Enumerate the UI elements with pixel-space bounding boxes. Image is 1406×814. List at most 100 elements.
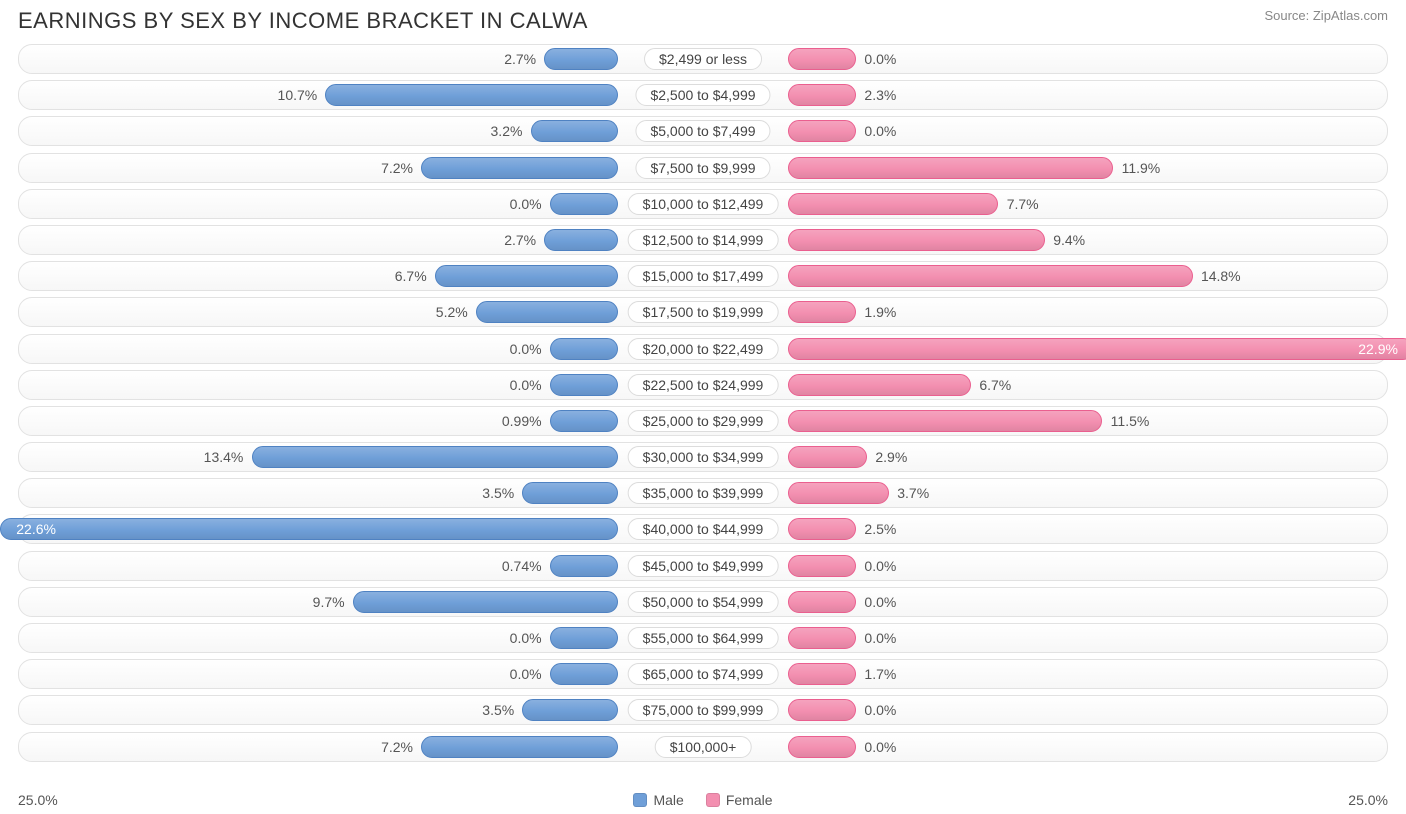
chart-row: $75,000 to $99,999 3.5% 0.0% bbox=[18, 695, 1388, 725]
male-value: 0.0% bbox=[510, 630, 542, 646]
female-value: 0.0% bbox=[864, 630, 896, 646]
male-value: 3.5% bbox=[482, 702, 514, 718]
male-bar bbox=[544, 48, 618, 70]
bracket-label: $40,000 to $44,999 bbox=[628, 518, 779, 540]
male-bar bbox=[353, 591, 618, 613]
male-value: 0.0% bbox=[510, 196, 542, 212]
male-value: 5.2% bbox=[436, 304, 468, 320]
male-value: 3.5% bbox=[482, 485, 514, 501]
bracket-label: $5,000 to $7,499 bbox=[635, 120, 770, 142]
chart-title: EARNINGS BY SEX BY INCOME BRACKET IN CAL… bbox=[18, 8, 588, 34]
male-value: 7.2% bbox=[381, 739, 413, 755]
chart-header: EARNINGS BY SEX BY INCOME BRACKET IN CAL… bbox=[0, 0, 1406, 38]
female-bar bbox=[788, 120, 856, 142]
female-value: 9.4% bbox=[1053, 232, 1085, 248]
female-bar bbox=[788, 229, 1045, 251]
bracket-label: $45,000 to $49,999 bbox=[628, 555, 779, 577]
legend-female: Female bbox=[706, 792, 773, 808]
female-value: 1.7% bbox=[864, 666, 896, 682]
female-value: 11.5% bbox=[1111, 413, 1150, 429]
male-bar bbox=[531, 120, 619, 142]
bracket-label: $65,000 to $74,999 bbox=[628, 663, 779, 685]
female-bar bbox=[788, 48, 856, 70]
chart-row: $100,000+ 7.2% 0.0% bbox=[18, 732, 1388, 762]
chart-row: $35,000 to $39,999 3.5% 3.7% bbox=[18, 478, 1388, 508]
female-bar bbox=[788, 518, 856, 540]
male-bar bbox=[435, 265, 618, 287]
bracket-label: $100,000+ bbox=[655, 736, 752, 758]
bracket-label: $55,000 to $64,999 bbox=[628, 627, 779, 649]
chart-row: $5,000 to $7,499 3.2% 0.0% bbox=[18, 116, 1388, 146]
bracket-label: $75,000 to $99,999 bbox=[628, 699, 779, 721]
female-value: 14.8% bbox=[1201, 268, 1241, 284]
male-bar bbox=[0, 518, 618, 540]
chart-row: $65,000 to $74,999 0.0% 1.7% bbox=[18, 659, 1388, 689]
male-bar bbox=[421, 157, 618, 179]
bracket-label: $7,500 to $9,999 bbox=[635, 157, 770, 179]
female-value: 6.7% bbox=[979, 377, 1011, 393]
male-bar bbox=[522, 482, 618, 504]
chart-row: $45,000 to $49,9990.74%0.0% bbox=[18, 551, 1388, 581]
male-bar bbox=[476, 301, 618, 323]
bracket-label: $10,000 to $12,499 bbox=[628, 193, 779, 215]
female-value: 11.9% bbox=[1122, 160, 1161, 176]
male-bar bbox=[550, 410, 618, 432]
female-value: 0.0% bbox=[864, 702, 896, 718]
female-bar bbox=[788, 374, 971, 396]
male-bar bbox=[325, 84, 618, 106]
female-bar bbox=[788, 193, 999, 215]
legend-female-label: Female bbox=[726, 792, 773, 808]
male-bar bbox=[522, 699, 618, 721]
male-value: 0.0% bbox=[510, 666, 542, 682]
female-bar bbox=[788, 410, 1103, 432]
female-swatch-icon bbox=[706, 793, 720, 807]
chart-row: $12,500 to $14,9992.7%9.4% bbox=[18, 225, 1388, 255]
chart-row: $10,000 to $12,499 0.0% 7.7% bbox=[18, 189, 1388, 219]
male-value: 0.0% bbox=[510, 377, 542, 393]
male-bar bbox=[550, 374, 618, 396]
male-value: 13.4% bbox=[204, 449, 244, 465]
chart-row: $17,500 to $19,999 5.2% 1.9% bbox=[18, 297, 1388, 327]
female-value: 0.0% bbox=[864, 558, 896, 574]
female-bar bbox=[788, 265, 1193, 287]
bracket-label: $17,500 to $19,999 bbox=[628, 301, 779, 323]
male-bar bbox=[550, 338, 618, 360]
male-value: 2.7% bbox=[504, 51, 536, 67]
bracket-label: $30,000 to $34,999 bbox=[628, 446, 779, 468]
female-value: 7.7% bbox=[1007, 196, 1039, 212]
chart-body: $2,499 or less2.7%0.0%$2,500 to $4,99910… bbox=[0, 38, 1406, 762]
chart-row: $40,000 to $44,99922.6%2.5% bbox=[18, 514, 1388, 544]
male-bar bbox=[252, 446, 619, 468]
female-value: 0.0% bbox=[864, 51, 896, 67]
chart-source: Source: ZipAtlas.com bbox=[1264, 8, 1388, 23]
female-value: 1.9% bbox=[864, 304, 896, 320]
female-bar bbox=[788, 446, 867, 468]
female-bar bbox=[788, 482, 889, 504]
chart-row: $2,500 to $4,99910.7%2.3% bbox=[18, 80, 1388, 110]
female-value: 0.0% bbox=[864, 123, 896, 139]
axis-max-left: 25.0% bbox=[18, 792, 58, 808]
male-value: 0.99% bbox=[502, 413, 542, 429]
bracket-label: $12,500 to $14,999 bbox=[628, 229, 779, 251]
female-value: 3.7% bbox=[897, 485, 929, 501]
female-bar bbox=[788, 627, 856, 649]
female-bar bbox=[788, 699, 856, 721]
bracket-label: $25,000 to $29,999 bbox=[628, 410, 779, 432]
bracket-label: $35,000 to $39,999 bbox=[628, 482, 779, 504]
male-swatch-icon bbox=[633, 793, 647, 807]
chart-row: $7,500 to $9,9997.2%11.9% bbox=[18, 153, 1388, 183]
male-value: 9.7% bbox=[313, 594, 345, 610]
bracket-label: $50,000 to $54,999 bbox=[628, 591, 779, 613]
female-value: 2.9% bbox=[875, 449, 907, 465]
legend-male-label: Male bbox=[653, 792, 683, 808]
female-bar bbox=[788, 663, 856, 685]
male-value: 3.2% bbox=[491, 123, 523, 139]
legend-male: Male bbox=[633, 792, 683, 808]
female-value: 0.0% bbox=[864, 739, 896, 755]
bracket-label: $22,500 to $24,999 bbox=[628, 374, 779, 396]
chart-row: $30,000 to $34,999 13.4% 2.9% bbox=[18, 442, 1388, 472]
male-value: 10.7% bbox=[278, 87, 318, 103]
male-bar bbox=[421, 736, 618, 758]
chart-row: $20,000 to $22,4990.0%22.9% bbox=[18, 334, 1388, 364]
male-bar bbox=[550, 555, 618, 577]
